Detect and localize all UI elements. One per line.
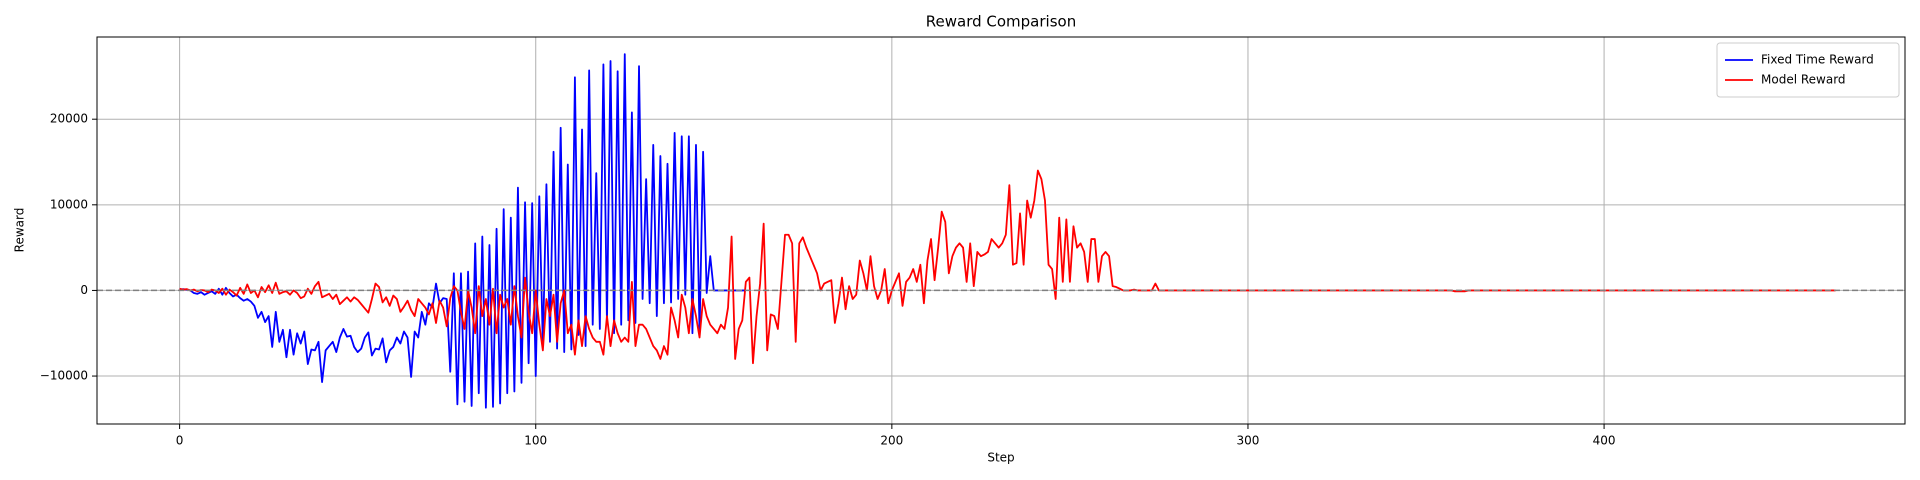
y-tick-label: 10000	[50, 197, 88, 211]
x-tick-label: 0	[176, 434, 184, 448]
y-tick-label: −10000	[40, 369, 88, 383]
y-tick-label: 0	[80, 283, 88, 297]
legend-label: Fixed Time Reward	[1761, 53, 1874, 67]
x-tick-label: 200	[880, 434, 903, 448]
y-tick-label: 20000	[50, 112, 88, 126]
x-axis-label: Step	[987, 451, 1014, 465]
legend-label: Model Reward	[1761, 73, 1846, 87]
chart-title: Reward Comparison	[926, 13, 1076, 31]
line-series	[179, 53, 746, 409]
x-tick-label: 300	[1237, 434, 1260, 448]
plot-area	[97, 53, 1905, 409]
y-axis-label: Reward	[13, 208, 27, 253]
axes-frame	[96, 36, 1906, 425]
x-tick-label: 400	[1593, 434, 1616, 448]
legend-box	[1716, 42, 1900, 98]
legend: Fixed Time Reward Model Reward	[1716, 42, 1900, 98]
x-tick-label: 100	[524, 434, 547, 448]
